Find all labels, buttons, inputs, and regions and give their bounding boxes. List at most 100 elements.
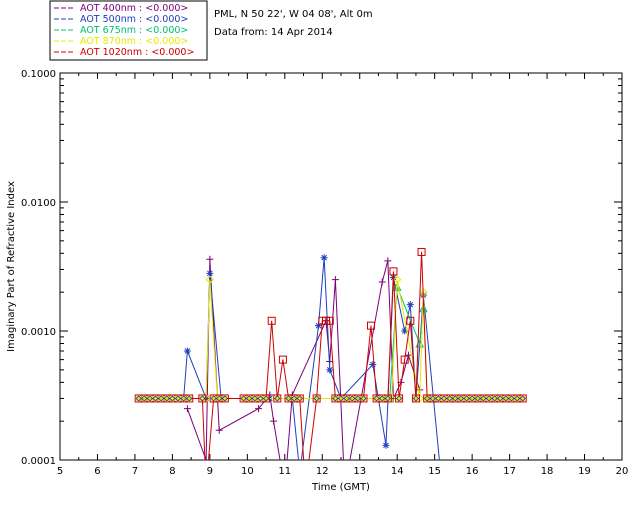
baseline-point-diamond (463, 395, 470, 402)
baseline-point-fill (297, 395, 303, 401)
x-tick-label: 7 (132, 466, 138, 477)
baseline-point-fill (447, 395, 453, 401)
series-line (205, 279, 428, 399)
baseline-point-fill (486, 395, 492, 401)
baseline-point-fill (508, 395, 514, 401)
plot-area: 5 6 7 8 9 10 11 12 13 14 15 16 17 18 19 20 0.0001 0.0010… (21, 69, 629, 492)
data-point (417, 247, 426, 256)
baseline-point-diamond (446, 395, 453, 402)
baseline-point-fill (169, 395, 175, 401)
baseline-point-fill (252, 395, 258, 401)
data-point (312, 394, 321, 403)
baseline-point-fill (158, 395, 164, 401)
data-point (202, 456, 210, 460)
baseline-point-diamond (343, 395, 350, 402)
data-point (215, 426, 223, 434)
data-point (183, 405, 191, 413)
baseline-point-fill (274, 395, 280, 401)
data-point (384, 257, 392, 265)
data-point (302, 485, 309, 492)
y-axis-label: Imaginary Part of Refractive Index (6, 181, 17, 352)
data-point (325, 316, 334, 325)
x-tick-label: 8 (169, 466, 175, 477)
data-point (406, 316, 415, 325)
data-point (472, 485, 479, 492)
baseline-point-fill (291, 395, 297, 401)
baseline-point-fill (503, 395, 509, 401)
baseline-point-diamond (514, 395, 521, 402)
baseline-point-diamond (291, 395, 298, 402)
baseline-point-fill (222, 395, 228, 401)
legend-item-label: AOT 400nm : <0.000> (80, 3, 188, 14)
baseline-point-fill (475, 395, 481, 401)
baseline-point-diamond (469, 395, 476, 402)
baseline-point-fill (186, 395, 192, 401)
baseline-point-fill (241, 395, 247, 401)
y-tick-label: 0.1000 (21, 69, 56, 80)
baseline-point-diamond (424, 395, 431, 402)
x-tick-label: 9 (207, 466, 213, 477)
baseline-point-diamond (412, 395, 419, 402)
data-point (326, 366, 334, 374)
data-point (273, 394, 282, 403)
data-point (206, 255, 214, 263)
baseline-point-diamond (186, 395, 193, 402)
baseline-point-diamond (384, 395, 391, 402)
baseline-point-fill (147, 395, 153, 401)
data-point (267, 316, 276, 325)
baseline-point-fill (216, 395, 222, 401)
baseline-point-fill (458, 395, 464, 401)
data-point (406, 301, 414, 309)
baseline-point-diamond (360, 395, 367, 402)
data-point (369, 360, 377, 368)
baseline-point-diamond (240, 395, 247, 402)
data-point (395, 394, 404, 403)
baseline-point-fill (211, 395, 217, 401)
data-point (198, 394, 207, 403)
baseline-point-diamond (169, 395, 176, 402)
baseline-point-diamond (502, 395, 509, 402)
baseline-point-diamond (452, 395, 459, 402)
baseline-point-diamond (457, 395, 464, 402)
baseline-point-fill (480, 395, 486, 401)
baseline-point-diamond (141, 395, 148, 402)
x-tick-label: 19 (578, 466, 591, 477)
legend-box (49, 0, 208, 61)
data-point (331, 276, 339, 284)
baseline-point-diamond (332, 395, 339, 402)
baseline-point-fill (257, 395, 263, 401)
baseline-point-fill (136, 395, 142, 401)
x-tick-label: 6 (94, 466, 100, 477)
baseline-point-diamond (174, 395, 182, 402)
baseline-point-diamond (135, 395, 142, 402)
data-point (382, 441, 390, 449)
x-axis: 5 6 7 8 9 10 11 12 13 14 15 16 17 18 19 20 (57, 73, 629, 477)
baseline-point-diamond (152, 395, 159, 402)
baseline-point-fill (469, 395, 475, 401)
x-tick-label: 16 (466, 466, 479, 477)
baseline-point-fill (344, 395, 350, 401)
baseline-point-diamond (440, 395, 448, 402)
baseline-point-fill (164, 395, 170, 401)
x-tick-label: 17 (503, 466, 516, 477)
baseline-point-fill (141, 395, 147, 401)
baseline-point-fill (379, 395, 385, 401)
y-tick-label: 0.0010 (21, 327, 56, 338)
baseline-point-fill (424, 395, 430, 401)
baseline-point-diamond (199, 395, 206, 402)
series-line (389, 286, 424, 399)
x-tick-label: 20 (616, 466, 629, 477)
baseline-point-fill (286, 395, 292, 401)
x-tick-label: 5 (57, 466, 63, 477)
data-point (205, 275, 215, 284)
baseline-point-fill (492, 395, 498, 401)
baseline-point-diamond (263, 395, 270, 402)
baseline-point-diamond (474, 395, 481, 402)
baseline-point-diamond (480, 395, 487, 402)
x-tick-label: 11 (278, 466, 291, 477)
data-point (389, 267, 398, 276)
baseline-point-fill (385, 395, 391, 401)
baseline-point-fill (355, 395, 361, 401)
baseline-point-diamond (373, 395, 380, 402)
